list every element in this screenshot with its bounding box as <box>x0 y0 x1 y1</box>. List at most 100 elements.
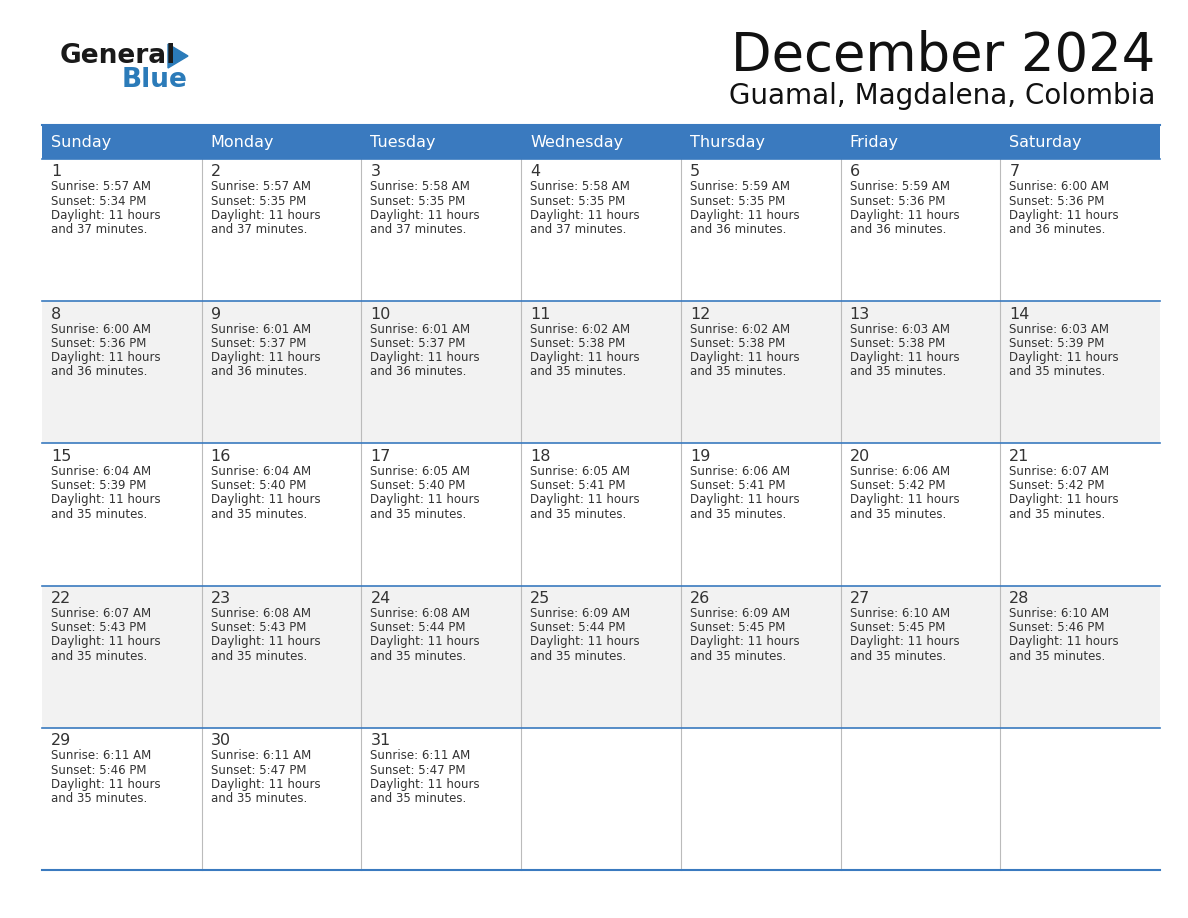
Text: 14: 14 <box>1010 307 1030 321</box>
Text: Sunset: 5:40 PM: Sunset: 5:40 PM <box>210 479 307 492</box>
Bar <box>42 159 1159 301</box>
Text: Sunset: 5:38 PM: Sunset: 5:38 PM <box>690 337 785 350</box>
Text: Daylight: 11 hours: Daylight: 11 hours <box>690 635 800 648</box>
Text: Daylight: 11 hours: Daylight: 11 hours <box>210 351 321 364</box>
Text: and 37 minutes.: and 37 minutes. <box>530 223 626 236</box>
Text: Sunrise: 5:57 AM: Sunrise: 5:57 AM <box>51 181 151 194</box>
Text: 11: 11 <box>530 307 551 321</box>
Text: and 35 minutes.: and 35 minutes. <box>51 792 147 805</box>
Bar <box>42 443 1159 586</box>
Text: Daylight: 11 hours: Daylight: 11 hours <box>690 351 800 364</box>
Text: Sunday: Sunday <box>51 135 112 150</box>
Text: Daylight: 11 hours: Daylight: 11 hours <box>690 209 800 222</box>
Text: Sunset: 5:44 PM: Sunset: 5:44 PM <box>530 621 626 634</box>
Text: Sunrise: 6:08 AM: Sunrise: 6:08 AM <box>371 607 470 620</box>
Text: and 37 minutes.: and 37 minutes. <box>371 223 467 236</box>
Text: 1: 1 <box>51 164 62 180</box>
Bar <box>42 586 1159 728</box>
Text: Sunrise: 5:59 AM: Sunrise: 5:59 AM <box>690 181 790 194</box>
Text: Sunrise: 6:11 AM: Sunrise: 6:11 AM <box>210 749 311 762</box>
Text: Sunset: 5:47 PM: Sunset: 5:47 PM <box>210 764 307 777</box>
Text: 23: 23 <box>210 591 230 606</box>
Text: and 35 minutes.: and 35 minutes. <box>849 508 946 521</box>
Text: Sunrise: 6:02 AM: Sunrise: 6:02 AM <box>690 323 790 336</box>
Text: and 35 minutes.: and 35 minutes. <box>51 508 147 521</box>
Text: 18: 18 <box>530 449 551 464</box>
Text: and 36 minutes.: and 36 minutes. <box>690 223 786 236</box>
Text: 30: 30 <box>210 733 230 748</box>
Text: Daylight: 11 hours: Daylight: 11 hours <box>210 635 321 648</box>
Text: Sunrise: 6:11 AM: Sunrise: 6:11 AM <box>51 749 151 762</box>
Text: Monday: Monday <box>210 135 274 150</box>
Text: 20: 20 <box>849 449 870 464</box>
Text: 22: 22 <box>51 591 71 606</box>
Text: and 35 minutes.: and 35 minutes. <box>690 365 786 378</box>
Text: Daylight: 11 hours: Daylight: 11 hours <box>849 209 959 222</box>
Text: Sunrise: 6:05 AM: Sunrise: 6:05 AM <box>530 465 630 478</box>
Text: and 35 minutes.: and 35 minutes. <box>1010 650 1106 663</box>
Text: Daylight: 11 hours: Daylight: 11 hours <box>690 493 800 507</box>
Text: Sunset: 5:41 PM: Sunset: 5:41 PM <box>690 479 785 492</box>
Text: Daylight: 11 hours: Daylight: 11 hours <box>51 493 160 507</box>
Text: Daylight: 11 hours: Daylight: 11 hours <box>849 635 959 648</box>
Text: Daylight: 11 hours: Daylight: 11 hours <box>530 209 640 222</box>
Text: Daylight: 11 hours: Daylight: 11 hours <box>1010 351 1119 364</box>
Text: Sunset: 5:35 PM: Sunset: 5:35 PM <box>690 195 785 207</box>
Text: Sunrise: 6:00 AM: Sunrise: 6:00 AM <box>51 323 151 336</box>
Text: and 36 minutes.: and 36 minutes. <box>210 365 307 378</box>
Text: and 35 minutes.: and 35 minutes. <box>371 650 467 663</box>
Text: Tuesday: Tuesday <box>371 135 436 150</box>
Text: Sunrise: 6:07 AM: Sunrise: 6:07 AM <box>1010 465 1110 478</box>
Text: Sunset: 5:36 PM: Sunset: 5:36 PM <box>849 195 944 207</box>
Bar <box>42 301 1159 443</box>
Text: 6: 6 <box>849 164 860 180</box>
Text: 10: 10 <box>371 307 391 321</box>
Text: Sunrise: 6:01 AM: Sunrise: 6:01 AM <box>371 323 470 336</box>
Text: Daylight: 11 hours: Daylight: 11 hours <box>51 635 160 648</box>
Text: Sunrise: 6:00 AM: Sunrise: 6:00 AM <box>1010 181 1110 194</box>
Text: Thursday: Thursday <box>690 135 765 150</box>
Text: 3: 3 <box>371 164 380 180</box>
Text: 19: 19 <box>690 449 710 464</box>
Bar <box>42 125 1159 159</box>
Text: 5: 5 <box>690 164 700 180</box>
Text: and 35 minutes.: and 35 minutes. <box>530 650 626 663</box>
Text: Daylight: 11 hours: Daylight: 11 hours <box>371 351 480 364</box>
Text: and 35 minutes.: and 35 minutes. <box>371 792 467 805</box>
Text: and 35 minutes.: and 35 minutes. <box>210 792 307 805</box>
Text: Sunset: 5:44 PM: Sunset: 5:44 PM <box>371 621 466 634</box>
Text: General: General <box>61 43 176 69</box>
Text: Daylight: 11 hours: Daylight: 11 hours <box>210 778 321 790</box>
Text: Daylight: 11 hours: Daylight: 11 hours <box>1010 209 1119 222</box>
Text: Daylight: 11 hours: Daylight: 11 hours <box>530 493 640 507</box>
Text: Daylight: 11 hours: Daylight: 11 hours <box>1010 493 1119 507</box>
Text: 17: 17 <box>371 449 391 464</box>
Text: Sunrise: 6:06 AM: Sunrise: 6:06 AM <box>690 465 790 478</box>
Text: Sunset: 5:40 PM: Sunset: 5:40 PM <box>371 479 466 492</box>
Text: Daylight: 11 hours: Daylight: 11 hours <box>530 635 640 648</box>
Text: Sunrise: 6:04 AM: Sunrise: 6:04 AM <box>51 465 151 478</box>
Text: Sunset: 5:38 PM: Sunset: 5:38 PM <box>530 337 625 350</box>
Text: Daylight: 11 hours: Daylight: 11 hours <box>51 351 160 364</box>
Text: 29: 29 <box>51 733 71 748</box>
Text: Sunset: 5:36 PM: Sunset: 5:36 PM <box>51 337 146 350</box>
Text: Sunrise: 6:05 AM: Sunrise: 6:05 AM <box>371 465 470 478</box>
Text: Sunrise: 6:07 AM: Sunrise: 6:07 AM <box>51 607 151 620</box>
Text: Saturday: Saturday <box>1010 135 1082 150</box>
Text: 4: 4 <box>530 164 541 180</box>
Text: Sunrise: 6:08 AM: Sunrise: 6:08 AM <box>210 607 311 620</box>
Text: and 35 minutes.: and 35 minutes. <box>849 365 946 378</box>
Text: Sunset: 5:38 PM: Sunset: 5:38 PM <box>849 337 944 350</box>
Text: Sunrise: 5:58 AM: Sunrise: 5:58 AM <box>530 181 630 194</box>
Text: Daylight: 11 hours: Daylight: 11 hours <box>371 209 480 222</box>
Text: 2: 2 <box>210 164 221 180</box>
Text: and 36 minutes.: and 36 minutes. <box>51 365 147 378</box>
Text: Sunset: 5:41 PM: Sunset: 5:41 PM <box>530 479 626 492</box>
Text: Sunrise: 6:06 AM: Sunrise: 6:06 AM <box>849 465 949 478</box>
Text: Sunset: 5:47 PM: Sunset: 5:47 PM <box>371 764 466 777</box>
Text: Sunrise: 6:03 AM: Sunrise: 6:03 AM <box>849 323 949 336</box>
Text: and 35 minutes.: and 35 minutes. <box>530 365 626 378</box>
Text: Sunset: 5:43 PM: Sunset: 5:43 PM <box>51 621 146 634</box>
Text: and 36 minutes.: and 36 minutes. <box>371 365 467 378</box>
Text: Daylight: 11 hours: Daylight: 11 hours <box>849 351 959 364</box>
